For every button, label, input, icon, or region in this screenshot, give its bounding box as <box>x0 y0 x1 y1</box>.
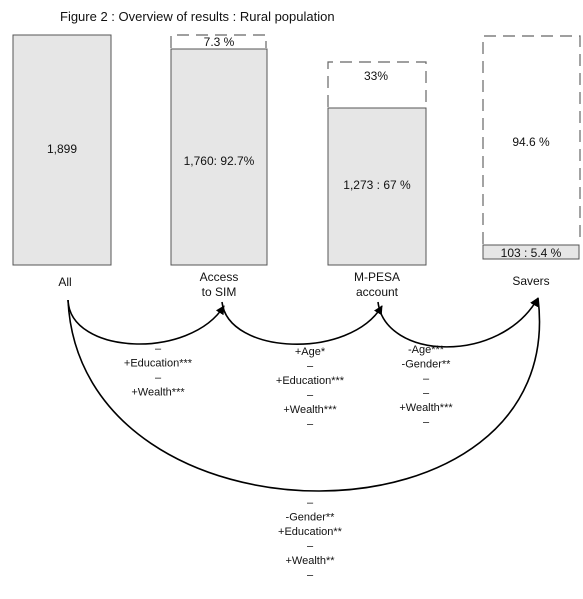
factor-line: +Education*** <box>276 375 345 387</box>
stage-mpesa: 33% 1,273 : 67 % M-PESA account <box>327 61 427 299</box>
mpesa-remainder-value: 33% <box>364 69 388 83</box>
figure-title: Figure 2 : Overview of results : Rural p… <box>60 9 335 24</box>
factor-groups: – +Education*** – +Wealth*** +Age* – +Educatio… <box>124 343 453 582</box>
factor-line: +Education*** <box>124 358 193 370</box>
savers-bar <box>482 244 580 260</box>
factor-line: -Gender** <box>402 359 452 371</box>
factor-line: – <box>155 372 162 384</box>
all-bar <box>12 34 112 266</box>
stage-all: 1,899 All <box>12 34 112 289</box>
sim-label-line-1: Access <box>200 270 239 284</box>
sim-bar <box>170 48 268 266</box>
mpesa-value: 1,273 : 67 % <box>343 178 411 192</box>
factor-line: – <box>307 390 314 402</box>
factors-all-to-sim: – +Education*** – +Wealth*** <box>124 343 193 399</box>
savers-label: Savers <box>512 274 549 288</box>
mpesa-label-line-2: account <box>356 285 399 299</box>
factor-line: – <box>307 497 314 509</box>
factors-sim-to-mpesa: +Age* – +Education*** – +Wealth*** – <box>276 346 345 431</box>
factor-line: – <box>155 343 162 355</box>
factor-line: – <box>307 570 314 582</box>
sim-remainder-outline <box>170 34 267 48</box>
factor-line: +Wealth** <box>285 555 335 567</box>
all-label: All <box>58 275 71 289</box>
factor-line: -Age*** <box>408 344 445 356</box>
arc-sim-to-mpesa <box>221 301 383 345</box>
sim-label-line-2: to SIM <box>202 285 237 299</box>
factor-line: – <box>307 419 314 431</box>
factor-line: +Age* <box>295 346 326 358</box>
all-value: 1,899 <box>47 142 77 156</box>
sim-remainder-value: 7.3 % <box>204 35 235 49</box>
savers-value: 103 : 5.4 % <box>501 246 562 260</box>
factor-line: +Wealth*** <box>131 387 185 399</box>
factor-line: +Education** <box>278 526 343 538</box>
factor-line: – <box>423 388 430 400</box>
stage-savers: 94.6 % 103 : 5.4 % Savers <box>482 35 581 288</box>
factor-line: – <box>307 361 314 373</box>
arc-mpesa-to-savers <box>377 297 539 348</box>
factor-line: -Gender** <box>286 512 336 524</box>
factor-line: – <box>423 417 430 429</box>
sim-value: 1,760: 92.7% <box>184 154 255 168</box>
mpesa-bar <box>327 107 427 266</box>
factors-all-to-savers: – -Gender** +Education** – +Wealth** – <box>278 497 343 582</box>
stage-sim: 7.3 % 1,760: 92.7% Access to SIM <box>170 34 268 299</box>
factor-line: – <box>307 541 314 553</box>
factor-line: +Wealth*** <box>283 404 337 416</box>
factor-line: – <box>423 373 430 385</box>
factor-line: +Wealth*** <box>399 402 453 414</box>
arc-all-to-savers <box>67 297 541 492</box>
mpesa-remainder-outline <box>327 61 427 107</box>
arc-all-to-sim <box>67 299 225 345</box>
mpesa-label-line-1: M-PESA <box>354 270 400 284</box>
savers-remainder-outline <box>482 35 581 244</box>
savers-remainder-value: 94.6 % <box>512 135 550 149</box>
factors-mpesa-to-savers: -Age*** -Gender** – – +Wealth*** – <box>399 344 453 429</box>
